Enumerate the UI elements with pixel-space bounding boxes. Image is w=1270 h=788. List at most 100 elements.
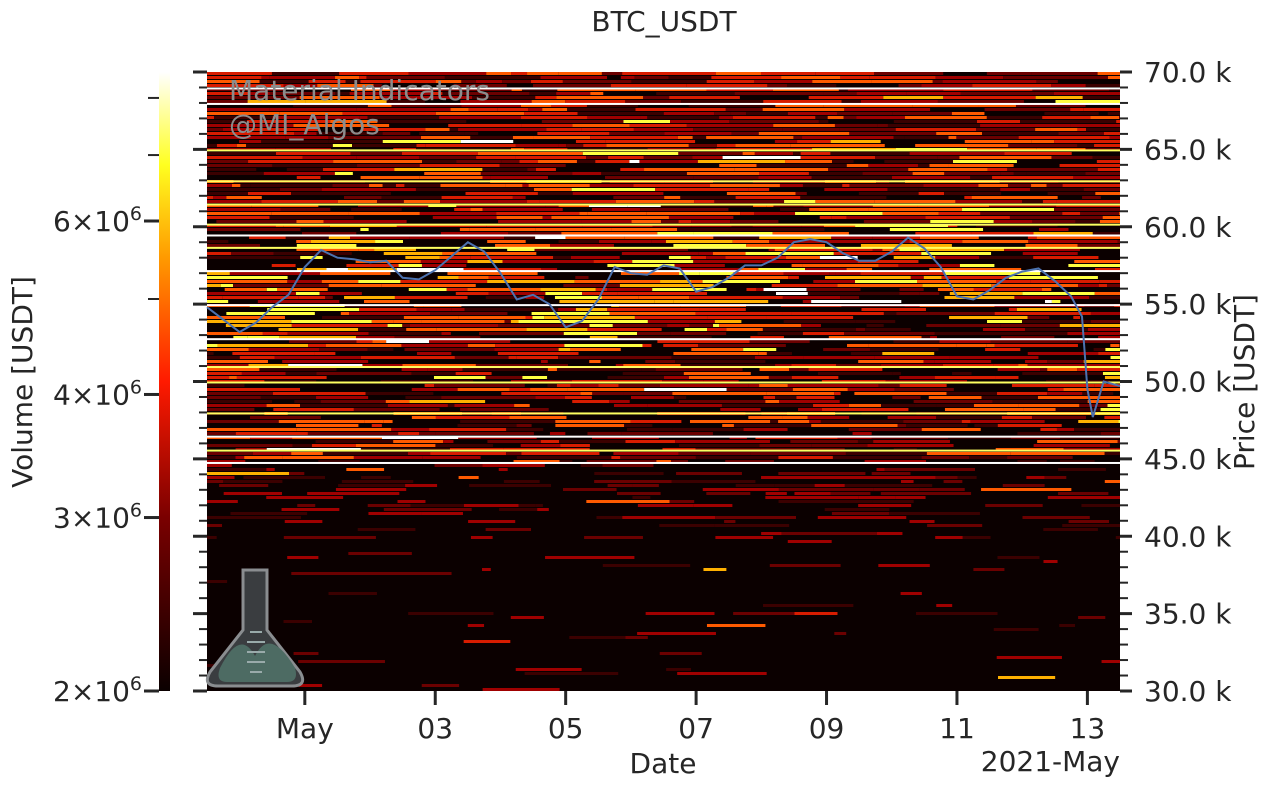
heat-cell [504, 320, 511, 323]
heat-cell [249, 236, 286, 239]
heat-cell [207, 160, 249, 163]
heat-cell [350, 88, 394, 91]
heat-cell [960, 92, 1035, 95]
heat-cell [532, 316, 545, 319]
heat-cell [992, 176, 1074, 179]
heat-cell [207, 120, 248, 123]
heat-cell [899, 292, 920, 295]
heat-cell [207, 144, 217, 147]
heat-cell [1043, 528, 1098, 531]
heat-cell [284, 520, 323, 523]
heat-cell [1058, 492, 1109, 495]
heat-cell [1032, 88, 1110, 91]
heat-cell [442, 92, 450, 95]
heat-cell [1100, 432, 1120, 435]
heat-cell [818, 120, 829, 123]
heat-cell [289, 472, 305, 475]
heat-cell [677, 228, 731, 231]
heat-cell [408, 288, 447, 291]
heat-cell [246, 128, 308, 131]
heat-cell [497, 352, 579, 355]
colorbar-tick-label: 6×106 [53, 203, 142, 238]
heat-cell [288, 364, 363, 367]
heat-cell [207, 384, 245, 387]
heat-cell [360, 80, 436, 83]
heat-cell [976, 128, 1036, 131]
heat-cell [980, 212, 1063, 215]
heat-cell [419, 132, 465, 135]
heat-cell [307, 128, 320, 131]
heat-cell [939, 340, 991, 343]
heat-cell [618, 384, 660, 387]
heat-cell [731, 132, 759, 135]
heat-cell [1100, 408, 1120, 411]
heat-cell [623, 392, 673, 395]
heat-cell [631, 80, 707, 83]
heat-cell [320, 400, 386, 403]
heat-cell [1047, 368, 1078, 371]
heat-cell [230, 252, 274, 255]
heat-cell [898, 264, 960, 267]
heat-cell [832, 160, 854, 163]
heat-cell [351, 208, 402, 211]
heat-cell [240, 184, 251, 187]
heat-cell [512, 196, 526, 199]
heat-cell [581, 128, 634, 131]
heat-cell [772, 88, 839, 91]
heat-cell [1025, 244, 1078, 247]
heat-cell [711, 76, 782, 79]
heat-cell [559, 300, 655, 303]
date-tick-label: 03 [417, 712, 453, 745]
heat-cell [607, 308, 700, 311]
heat-cell [770, 420, 779, 423]
heat-cell [207, 376, 230, 379]
heat-cell [405, 484, 438, 487]
heat-cell [582, 152, 679, 155]
heat-cell [367, 116, 440, 119]
heat-cell [793, 136, 803, 139]
heat-cell [782, 128, 840, 131]
heat-cell [780, 208, 810, 211]
heat-cell [266, 404, 301, 407]
heat-cell [856, 92, 907, 95]
heat-cell [1083, 188, 1120, 191]
heat-cell [637, 332, 671, 335]
heat-cell [540, 440, 560, 443]
heat-cell [207, 76, 262, 79]
heat-cell [207, 116, 215, 119]
heat-cell [373, 84, 382, 87]
heat-cell [461, 324, 499, 327]
heat-cell [443, 440, 454, 443]
heat-cell [792, 388, 848, 391]
heat-cell [532, 84, 611, 87]
heat-cell [345, 80, 361, 83]
heat-cell [697, 160, 786, 163]
heat-cell [1004, 248, 1080, 251]
heat-cell [402, 364, 476, 367]
heat-cell [422, 160, 457, 163]
heat-cell [261, 76, 270, 79]
heat-cell [811, 444, 868, 447]
heat-cell [954, 120, 978, 123]
heat-cell [1016, 308, 1082, 311]
heat-cell [815, 72, 875, 75]
heat-cell [207, 244, 261, 247]
heat-cell [540, 288, 596, 291]
heat-cell [207, 300, 229, 303]
date-tick-label: 13 [1070, 712, 1106, 745]
heat-cell [800, 156, 876, 159]
heat-cell [763, 604, 854, 607]
heat-cell [589, 360, 601, 363]
heat-cell [827, 240, 910, 243]
heat-cell [207, 192, 249, 195]
heat-cell [1051, 156, 1093, 159]
heat-cell [846, 164, 869, 167]
heat-cell [455, 292, 489, 295]
heat-cell [393, 440, 444, 443]
heat-cell [964, 140, 1032, 143]
heat-cell [1047, 388, 1064, 391]
heat-cell [335, 76, 360, 79]
colorbar-tick-label: 2×106 [53, 673, 142, 708]
price-tick-label: 30.0 k [1144, 675, 1232, 708]
heat-cell [207, 280, 288, 283]
